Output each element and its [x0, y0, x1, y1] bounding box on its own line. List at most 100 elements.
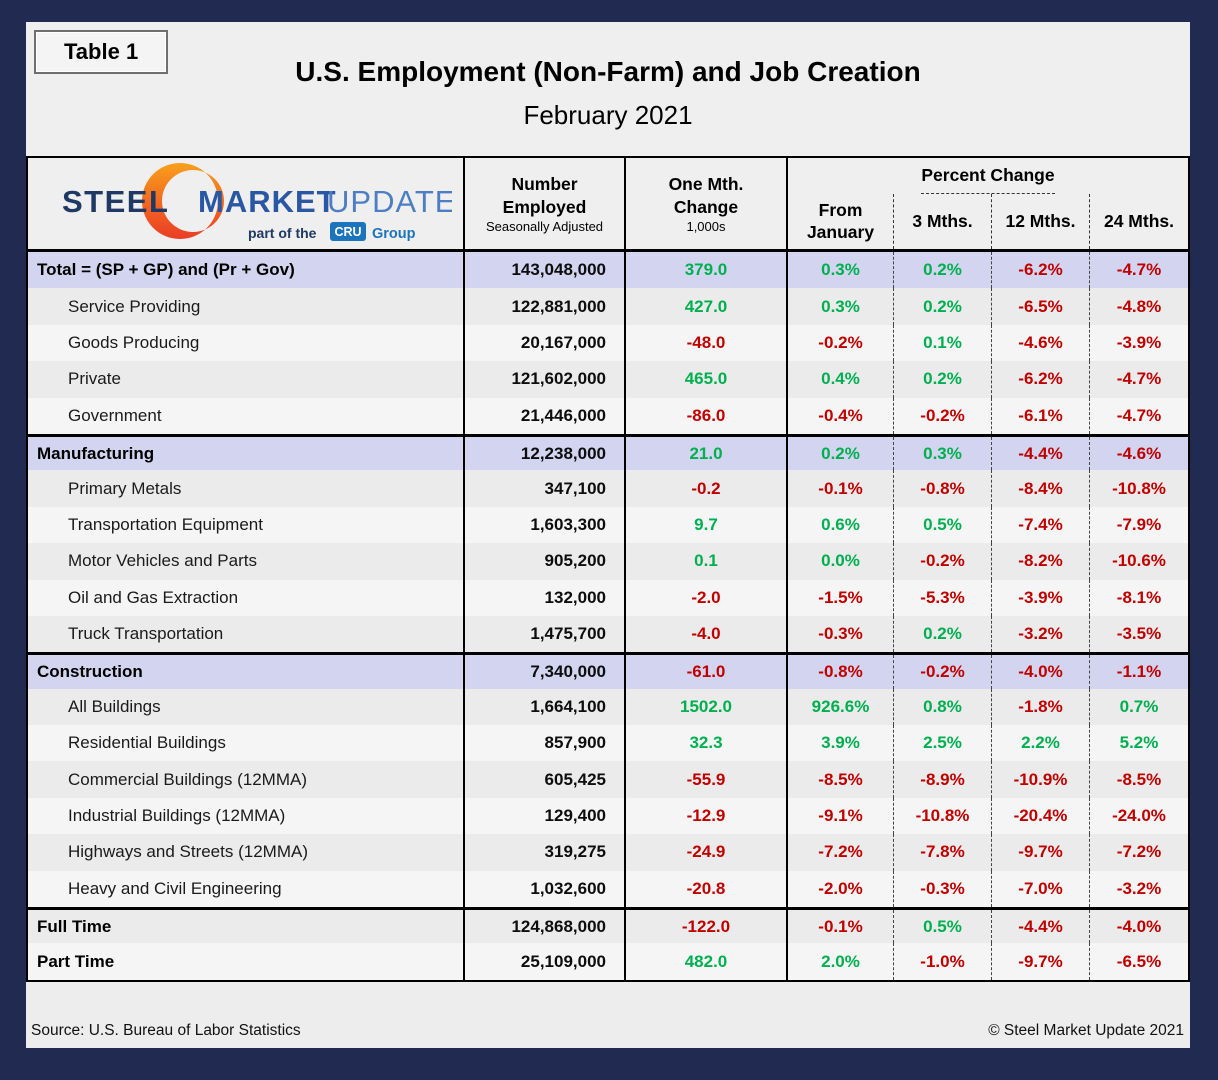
- table-row: Truck Transportation 1,475,700 -4.0 -0.3% 0.…: [28, 615, 1188, 653]
- percent-change-value: -7.9%: [1116, 514, 1162, 534]
- logo-tagline-prefix: part of the: [248, 225, 317, 241]
- logo-word-group: Group: [372, 226, 416, 242]
- logo-word-update: UPDATE: [327, 184, 452, 219]
- logo-cell: STEEL MARKET UPDATE part of the CRU Grou…: [28, 158, 465, 249]
- row-label: Primary Metals: [28, 470, 465, 507]
- table-row: Service Providing 122,881,000 427.0 0.3% 0.2…: [28, 288, 1188, 325]
- percent-change-value: -8.1%: [1116, 587, 1162, 607]
- percent-change-value: 0.6%: [788, 506, 894, 544]
- percent-change-value: 0.2%: [894, 615, 992, 653]
- employed-value: 1,603,300: [465, 506, 626, 544]
- percent-change-value: -0.1%: [788, 470, 894, 507]
- percent-change-value: 0.3%: [788, 288, 894, 325]
- row-label: Motor Vehicles and Parts: [28, 543, 465, 580]
- percent-change-value: -3.9%: [992, 579, 1090, 616]
- one-month-change-value: -0.2: [626, 470, 788, 507]
- percent-change-value: -3.9%: [1116, 332, 1162, 352]
- percent-change-value: -7.8%: [894, 834, 992, 871]
- percent-change-value: -8.4%: [992, 470, 1090, 507]
- table-header-row: STEEL MARKET UPDATE part of the CRU Grou…: [28, 158, 1188, 252]
- footer-band: Source: U.S. Bureau of Labor Statistics …: [26, 981, 1190, 1048]
- employed-value: 857,900: [465, 725, 626, 762]
- row-label: Government: [28, 397, 465, 434]
- percent-change-value: -4.7%: [1116, 260, 1162, 280]
- percent-change-value: 0.1%: [894, 324, 992, 362]
- percent-change-value: -8.5%: [788, 761, 894, 798]
- percent-change-value: 0.8%: [894, 688, 992, 726]
- employed-value: 21,446,000: [465, 397, 626, 434]
- percent-change-value: 5.2%: [1119, 733, 1159, 753]
- column-header-24-months: 24 Mths.: [1103, 210, 1175, 231]
- percent-change-group-title: Percent Change: [921, 158, 1055, 194]
- percent-change-value: -3.2%: [992, 615, 1090, 653]
- employed-value: 7,340,000: [465, 655, 626, 689]
- one-month-change-value: 1502.0: [626, 688, 788, 726]
- percent-change-value: -10.8%: [1112, 478, 1166, 498]
- table-row: Heavy and Civil Engineering 1,032,600 -20.…: [28, 870, 1188, 908]
- percent-change-value: 3.9%: [788, 725, 894, 762]
- table-row: Part Time 25,109,000 482.0 2.0% -1.0% -9.7% -6…: [28, 943, 1188, 980]
- employed-value: 124,868,000: [465, 910, 626, 944]
- employed-value: 1,032,600: [465, 870, 626, 908]
- percent-change-value: -1.1%: [1116, 661, 1162, 681]
- percent-change-value: -6.2%: [992, 361, 1090, 398]
- logo-word-cru: CRU: [334, 225, 361, 239]
- percent-change-value: -7.2%: [788, 834, 894, 871]
- one-month-change-value: -12.9: [626, 797, 788, 835]
- one-month-change-value: -20.8: [626, 870, 788, 908]
- column-header-line: Employed: [502, 196, 587, 217]
- percent-change-value: -6.1%: [992, 397, 1090, 434]
- one-month-change-value: -24.9: [626, 834, 788, 871]
- row-label: Goods Producing: [28, 324, 465, 362]
- percent-change-value: -6.5%: [992, 288, 1090, 325]
- column-header-12-months: 12 Mths.: [992, 194, 1090, 249]
- column-header-line: Number: [511, 173, 578, 194]
- percent-change-value: 0.4%: [788, 361, 894, 398]
- employed-value: 25,109,000: [465, 943, 626, 980]
- logo-word-steel: STEEL: [62, 184, 169, 219]
- column-header-note: 1,000s: [686, 219, 726, 235]
- table-row: Goods Producing 20,167,000 -48.0 -0.2% 0.1% -…: [28, 324, 1188, 362]
- percent-change-value: -8.5%: [1116, 769, 1162, 789]
- percent-change-value: -0.3%: [894, 870, 992, 908]
- table-row: Private 121,602,000 465.0 0.4% 0.2% -6.2% -4.7…: [28, 361, 1188, 398]
- row-label: Commercial Buildings (12MMA): [28, 761, 465, 798]
- one-month-change-value: -61.0: [626, 655, 788, 689]
- title-band: Table 1 U.S. Employment (Non-Farm) and J…: [26, 22, 1190, 156]
- one-month-change-value: 0.1: [626, 543, 788, 580]
- table-row: Highways and Streets (12MMA) 319,275 -24.9…: [28, 834, 1188, 871]
- table-row: Construction 7,340,000 -61.0 -0.8% -0.2% -4.0…: [28, 652, 1188, 689]
- percent-change-value: -10.9%: [992, 761, 1090, 798]
- employed-value: 12,238,000: [465, 436, 626, 471]
- percent-change-value: 0.2%: [894, 288, 992, 325]
- percent-change-value: -0.1%: [788, 910, 894, 944]
- percent-change-value: -1.5%: [788, 579, 894, 616]
- table-row: Residential Buildings 857,900 32.3 3.9% 2.5%…: [28, 725, 1188, 762]
- column-header-number-employed: Number Employed Seasonally Adjusted: [465, 158, 626, 249]
- column-header-text: From January: [806, 199, 875, 242]
- percent-change-value: -0.4%: [788, 397, 894, 434]
- one-month-change-value: -122.0: [626, 910, 788, 944]
- column-header-line: Change: [673, 196, 739, 217]
- percent-change-value: -0.2%: [894, 397, 992, 434]
- column-header-one-month-change: One Mth. Change 1,000s: [626, 158, 788, 249]
- table-row: Oil and Gas Extraction 132,000 -2.0 -1.5% -5…: [28, 579, 1188, 616]
- source-note: Source: U.S. Bureau of Labor Statistics: [31, 1021, 301, 1039]
- one-month-change-value: -86.0: [626, 397, 788, 434]
- row-label: Service Providing: [28, 288, 465, 325]
- one-month-change-value: 379.0: [626, 252, 788, 289]
- percent-change-value: -3.5%: [1116, 624, 1162, 644]
- percent-change-value: 0.2%: [894, 361, 992, 398]
- percent-change-value: -4.0%: [992, 655, 1090, 689]
- percent-change-value: -0.3%: [788, 615, 894, 653]
- copyright-note: © Steel Market Update 2021: [988, 1021, 1184, 1039]
- employed-value: 347,100: [465, 470, 626, 507]
- column-header-note: Seasonally Adjusted: [485, 219, 604, 235]
- percent-change-value: -3.2%: [1116, 878, 1162, 898]
- percent-change-value: 0.5%: [894, 910, 992, 944]
- percent-change-value: -0.8%: [894, 470, 992, 507]
- row-label: Manufacturing: [28, 436, 465, 471]
- percent-change-value: -2.0%: [788, 870, 894, 908]
- logo-word-market: MARKET: [198, 184, 337, 219]
- percent-change-value: -10.6%: [1112, 551, 1166, 571]
